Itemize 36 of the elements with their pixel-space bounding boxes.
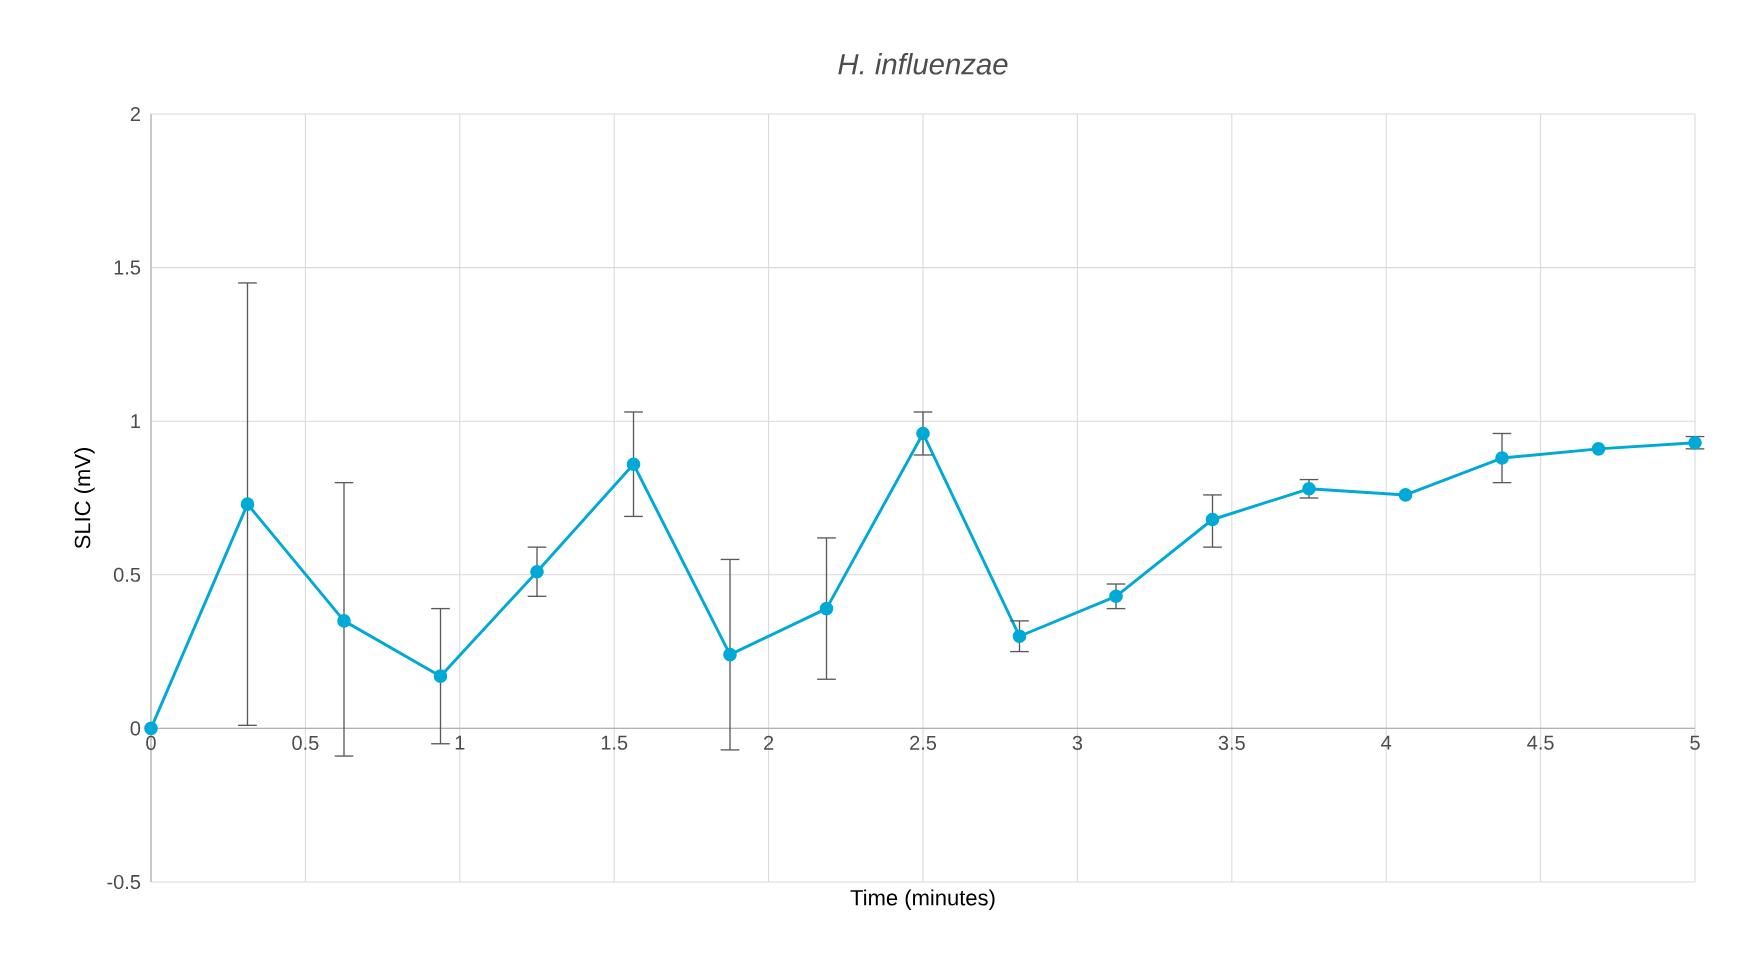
x-tick-label: 0.5 [292,735,319,750]
y-tick-label: -0.5 [107,874,141,890]
point [337,614,351,628]
x-tick-label: 2.5 [910,735,937,750]
y-tick-label: 0 [130,721,141,736]
x-tick-label: 0 [146,735,156,750]
point [1012,629,1027,644]
point [1591,442,1606,456]
x-tick-label: 2 [764,735,774,750]
point [819,601,834,616]
x-axis-title: Time (minutes) [850,889,995,910]
point [433,669,448,683]
x-tick-label: 4.5 [1527,735,1554,750]
y-tick-label: 2 [130,107,140,121]
x-tick-label: 4 [1381,735,1392,750]
point [1109,589,1123,604]
point [1205,512,1220,527]
x-tick-label: 1.5 [601,735,628,750]
y-tick-label: 1 [131,414,140,429]
point [916,426,930,441]
point [723,647,737,662]
point [530,564,544,579]
point [1398,488,1413,502]
chart-title: H. influenzae [838,53,1008,75]
point [626,457,641,472]
x-tick-label: 5 [1690,735,1700,750]
point [1495,451,1509,465]
point [240,497,255,511]
point [1688,435,1702,450]
x-tick-label: 3 [1072,735,1083,750]
point [144,721,158,736]
y-tick-label: 0.5 [113,567,141,582]
y-tick-label: 1.5 [114,260,141,275]
x-tick-label: 1 [455,735,465,750]
x-tick-label: 3.5 [1218,735,1245,750]
y-axis-title: SLIC (mV) [74,448,95,549]
